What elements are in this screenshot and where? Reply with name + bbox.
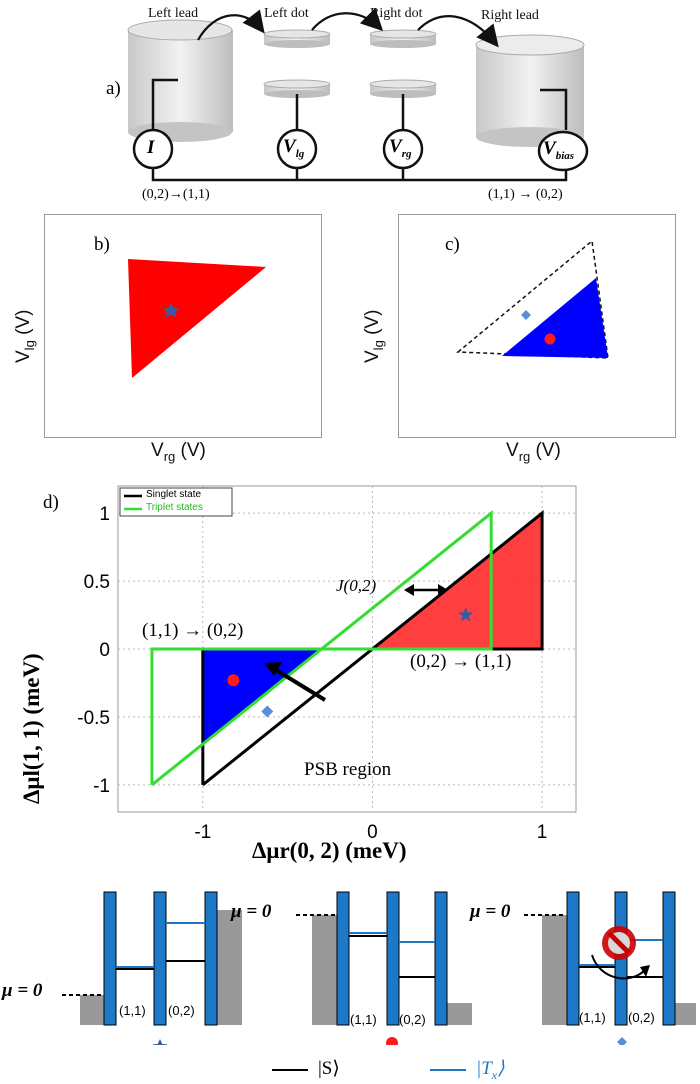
psb-arrow — [264, 662, 327, 702]
y-tick-label: -1 — [93, 776, 110, 797]
panel-c-xlabel: Vrg (V) — [506, 440, 561, 464]
meter-vbias — [537, 130, 589, 172]
x-tick-label: 1 — [537, 822, 548, 843]
state-02-label-2: (0,2) — [399, 1012, 426, 1027]
left-dot-disk — [263, 29, 331, 48]
blocked-transition-arrow — [591, 954, 646, 980]
chart-marker-diamond — [261, 705, 274, 718]
panel-c-label: c) — [445, 234, 460, 255]
annot-j: J(0,2) — [336, 576, 377, 595]
meter-vrg-label: Vrg — [389, 136, 412, 160]
no-entry-icon — [602, 926, 636, 960]
legend-triplet-ket: |Tx⟩ — [476, 1058, 505, 1082]
chart-markers — [227, 607, 474, 718]
energy-diagram-circle — [296, 891, 472, 1026]
circuit-diagram — [127, 7, 589, 182]
mu-label-3: μ = 0 — [470, 901, 511, 922]
mu-label-2: μ = 0 — [231, 901, 272, 922]
blue-fill-region — [202, 649, 322, 745]
energy-circle-marker — [386, 1037, 398, 1045]
chart-ylabel: Δμl(1, 1) (meV) — [19, 653, 44, 804]
meter-vlg — [276, 128, 318, 170]
panel-b-red-triangle — [128, 259, 266, 378]
legend-singlet: Singlet state — [146, 489, 202, 500]
panel-d-label: d) — [43, 492, 59, 513]
circuit-wires — [151, 78, 568, 182]
state-11-label-1: (1,1) — [119, 1003, 146, 1018]
panel-c-plot — [456, 239, 609, 359]
arrow-lead-to-left-dot — [197, 9, 265, 41]
energy-diagrams — [62, 891, 696, 1045]
j-arrow — [404, 584, 448, 596]
state-02-label-1: (0,2) — [168, 1003, 195, 1018]
energy-diagram-diamond — [524, 891, 696, 1026]
tick-labels: -1 0 1 1 0.5 0 -0.5 -1 — [77, 504, 547, 843]
mu-label-1: μ = 0 — [2, 980, 43, 1001]
arrow-left-to-right-dot — [311, 7, 384, 32]
singlet-series-line — [201, 510, 544, 787]
meter-current — [132, 128, 174, 170]
annot-left: (1,1) → (0,2) — [142, 620, 244, 641]
transition-right-label: (1,1) → (0,2) — [488, 187, 563, 202]
energy-diagram-star — [62, 891, 242, 1026]
panel-a-label: a) — [106, 78, 121, 99]
panel-c-diamond-marker — [521, 310, 531, 320]
energy-star-marker — [152, 1039, 168, 1045]
panel-b-xlabel: Vrg (V) — [151, 440, 206, 464]
panel-c-circle-marker — [544, 333, 556, 345]
state-11-label-2: (1,1) — [350, 1012, 377, 1027]
meter-current-label: I — [147, 137, 155, 158]
annot-psb: PSB region — [304, 759, 392, 780]
chart-xlabel: Δμr(0, 2) (meV) — [252, 838, 407, 863]
bottom-legend-lines — [272, 1069, 466, 1071]
transition-left-label: (0,2)→(1,1) — [142, 187, 210, 202]
panel-b-ylabel: Vlg (V) — [13, 309, 37, 363]
panel-c-frame — [398, 214, 676, 438]
x-tick-label: -1 — [194, 822, 211, 843]
chart-marker-star — [458, 607, 474, 622]
right-lead-cylinder — [475, 34, 585, 147]
meter-vlg-label: Vlg — [283, 136, 305, 160]
left-gate-disk — [263, 79, 331, 98]
y-tick-label: 0.5 — [84, 572, 110, 593]
x-tick-label: 0 — [367, 822, 378, 843]
triplet-series-line — [150, 510, 493, 787]
annot-right: (0,2) → (1,1) — [410, 651, 512, 672]
y-tick-label: 1 — [99, 504, 110, 525]
right-lead-label: Right lead — [481, 8, 539, 23]
meter-vrg — [382, 128, 424, 170]
panel-b-plot — [128, 259, 266, 378]
panel-b-label: b) — [94, 234, 110, 255]
meter-vbias-label: Vbias — [543, 138, 575, 162]
panel-c-blue-triangle — [502, 278, 608, 358]
left-lead-label: Left lead — [148, 6, 199, 21]
y-tick-label: 0 — [99, 640, 110, 661]
y-tick-label: -0.5 — [77, 708, 110, 729]
left-dot-label: Left dot — [264, 6, 309, 21]
energy-diamond-marker — [617, 1037, 627, 1045]
arrow-right-dot-to-lead — [417, 15, 499, 48]
right-dot-disk — [369, 29, 437, 48]
state-11-label-3: (1,1) — [579, 1010, 606, 1025]
left-lead-cylinder — [127, 19, 233, 142]
right-dot-label: Right dot — [370, 6, 423, 21]
panel-d-chart: -1 0 1 1 0.5 0 -0.5 -1 — [77, 485, 577, 843]
legend-singlet-ket: |S⟩ — [318, 1058, 340, 1079]
chart-marker-circle — [227, 674, 240, 687]
chart-legend — [119, 487, 233, 517]
panel-c-ylabel: Vlg (V) — [362, 309, 386, 363]
panel-b-star-marker — [163, 303, 179, 318]
state-02-label-3: (0,2) — [628, 1010, 655, 1025]
legend-triplet: Triplet states — [146, 502, 203, 513]
